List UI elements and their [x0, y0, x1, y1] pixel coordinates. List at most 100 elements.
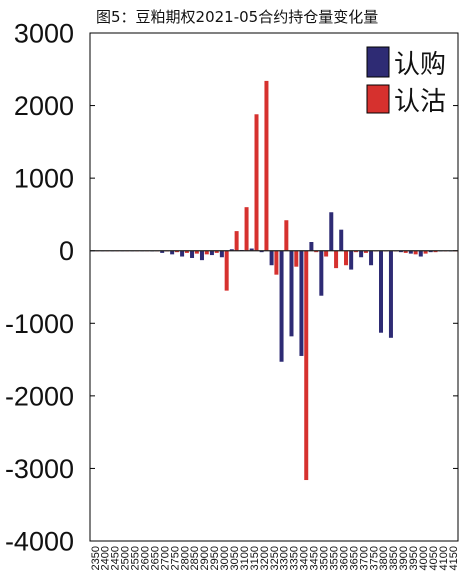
bar-call-3950	[408, 250, 413, 254]
x-tick-label: 3100	[239, 546, 251, 570]
bar-put-3650	[353, 250, 358, 253]
bar-put-3550	[334, 250, 339, 269]
legend-label-put: 认沽	[394, 87, 446, 117]
x-tick-label: 3600	[338, 546, 350, 570]
x-tick-label: 2750	[169, 546, 181, 570]
bar-put-2850	[194, 250, 199, 254]
legend-swatch-put	[366, 84, 390, 114]
y-tick-label: -3000	[5, 454, 74, 484]
bar-put-4050	[433, 250, 438, 253]
bar-call-2900	[199, 250, 204, 261]
bar-call-3200	[259, 250, 264, 253]
x-tick-label: 2850	[189, 546, 201, 570]
bar-call-3050	[229, 249, 234, 251]
x-tick-label: 3400	[299, 546, 311, 570]
x-tick-label: 3250	[269, 546, 281, 570]
x-tick-label: 2800	[179, 546, 191, 570]
bar-put-3300	[284, 220, 289, 251]
bar-call-2950	[209, 250, 214, 256]
bar-put-3700	[363, 250, 368, 253]
bar-put-2950	[214, 250, 219, 253]
x-tick-label: 3300	[279, 546, 291, 570]
x-tick-label: 3000	[219, 546, 231, 570]
plot-frame	[89, 32, 459, 542]
bar-put-3950	[413, 250, 418, 255]
x-tick-label: 4100	[438, 546, 450, 570]
bar-call-2850	[190, 250, 195, 258]
bar-put-3350	[294, 250, 299, 267]
bar-put-3900	[403, 250, 408, 253]
x-tick-label: 3150	[249, 546, 261, 570]
x-tick-label: 3700	[358, 546, 370, 570]
bar-call-3650	[349, 250, 354, 270]
bar-put-3150	[254, 114, 259, 251]
x-tick-label: 4150	[448, 546, 459, 570]
bar-call-3350	[289, 250, 294, 337]
x-tick-label: 2700	[159, 546, 171, 570]
x-tick-label: 2350	[90, 546, 102, 570]
legend: 认购 认沽	[366, 46, 446, 117]
x-tick-label: 3500	[319, 546, 331, 570]
bar-put-2750	[174, 250, 179, 253]
x-tick-label: 3850	[388, 546, 400, 570]
x-tick-label: 2550	[130, 546, 142, 570]
bar-put-3400	[304, 250, 309, 481]
bar-call-3800	[379, 250, 384, 333]
x-tick-label: 2650	[149, 546, 161, 570]
y-tick-label: 3000	[14, 19, 74, 49]
x-tick-label: 2600	[140, 546, 152, 570]
x-tick-label: 3800	[378, 546, 390, 570]
bar-put-3600	[344, 250, 349, 266]
bar-call-3900	[398, 250, 403, 253]
bar-put-3500	[324, 250, 329, 257]
bar-put-3100	[244, 207, 249, 251]
bar-call-3750	[369, 250, 374, 266]
x-tick-label: 4000	[418, 546, 430, 570]
y-tick-label: -4000	[5, 527, 74, 557]
x-tick-label: 3750	[368, 546, 380, 570]
bar-put-3050	[234, 231, 239, 251]
bar-call-3500	[319, 250, 324, 296]
plot-area: 3000 2000 1000 0 -1000 -2000 -3000 -4000 2350240…	[5, 19, 459, 571]
legend-label-call: 认购	[394, 50, 446, 80]
bar-call-3700	[359, 250, 364, 258]
bar-call-4050	[428, 250, 433, 253]
x-tick-label: 3950	[408, 546, 420, 570]
y-tick-label: 1000	[14, 164, 74, 194]
bar-call-2800	[180, 250, 185, 257]
bar-call-3000	[219, 250, 224, 258]
bar-call-3550	[329, 212, 334, 251]
bar-call-3600	[339, 229, 344, 251]
x-tick-label: 3550	[328, 546, 340, 570]
x-tick-label: 2900	[199, 546, 211, 570]
x-tick-label: 3900	[398, 546, 410, 570]
x-tick-label: 3450	[309, 546, 321, 570]
bar-put-3450	[314, 250, 319, 253]
x-tick-label: 2400	[100, 546, 112, 570]
x-tick-label: 3050	[229, 546, 241, 570]
y-tick-label: -1000	[5, 309, 74, 339]
bar-call-4000	[418, 250, 423, 257]
bar-call-3250	[269, 250, 274, 266]
y-tick-label: 2000	[14, 91, 74, 121]
x-tick-label: 2500	[120, 546, 132, 570]
bar-call-3450	[309, 242, 314, 251]
bar-put-3250	[274, 250, 279, 275]
bar-call-3150	[249, 248, 254, 251]
x-tick-label: 3650	[348, 546, 360, 570]
x-tick-label: 3200	[259, 546, 271, 570]
x-tick-label: 4050	[428, 546, 440, 570]
bar-call-3850	[388, 250, 393, 338]
x-tick-label: 2950	[209, 546, 221, 570]
x-tick-label: 2450	[110, 546, 122, 570]
y-tick-label: -2000	[5, 381, 74, 411]
bar-put-3200	[264, 80, 269, 251]
bar-put-4000	[423, 250, 428, 254]
bar-put-3000	[224, 250, 229, 291]
bar-call-3300	[279, 250, 284, 362]
bar-call-2750	[170, 250, 175, 255]
x-tick-label: 3350	[289, 546, 301, 570]
bar-call-3400	[299, 250, 304, 356]
legend-swatch-call	[366, 46, 390, 78]
